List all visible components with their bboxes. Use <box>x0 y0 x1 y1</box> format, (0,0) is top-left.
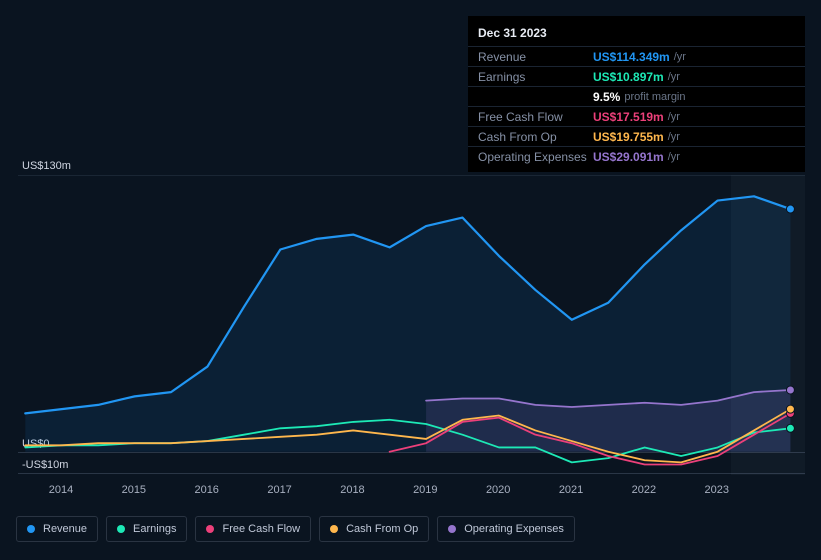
tooltip-panel: Dec 31 2023 RevenueUS$114.349m/yrEarning… <box>468 16 805 172</box>
x-tick: 2014 <box>49 484 73 496</box>
tooltip-row: Cash From OpUS$19.755m/yr <box>468 126 805 146</box>
series-end-marker-earnings <box>786 424 794 432</box>
legend-dot <box>206 525 214 533</box>
tooltip-row: RevenueUS$114.349m/yr <box>468 46 805 66</box>
tooltip-suffix: /yr <box>668 111 680 123</box>
series-end-marker-operating-expenses <box>786 386 794 394</box>
x-tick: 2022 <box>632 484 656 496</box>
tooltip-value: US$29.091m <box>593 150 664 164</box>
x-tick: 2020 <box>486 484 510 496</box>
chart-container: US$130m US$0 -US$10m 2014201520162017201… <box>0 0 821 560</box>
tooltip-row: 9.5% profit margin <box>468 86 805 106</box>
tooltip-label: Cash From Op <box>478 130 593 144</box>
x-tick: 2015 <box>122 484 146 496</box>
tooltip-suffix: profit margin <box>624 91 685 103</box>
tooltip-label: Operating Expenses <box>478 150 593 164</box>
legend-label: Earnings <box>133 523 176 535</box>
line-chart-svg <box>18 175 805 475</box>
legend-item-free-cash-flow[interactable]: Free Cash Flow <box>195 516 311 542</box>
tooltip-value: US$10.897m <box>593 70 664 84</box>
x-tick: 2016 <box>194 484 218 496</box>
tooltip-label: Revenue <box>478 50 593 64</box>
tooltip-suffix: /yr <box>668 131 680 143</box>
y-tick-130: US$130m <box>22 160 71 172</box>
legend-dot <box>117 525 125 533</box>
tooltip-suffix: /yr <box>668 151 680 163</box>
series-end-marker-revenue <box>786 205 794 213</box>
legend-dot <box>330 525 338 533</box>
legend-label: Free Cash Flow <box>222 523 300 535</box>
tooltip-row: Free Cash FlowUS$17.519m/yr <box>468 106 805 126</box>
tooltip-suffix: /yr <box>668 71 680 83</box>
tooltip-row: Operating ExpensesUS$29.091m/yr <box>468 146 805 166</box>
series-end-marker-cash-from-op <box>786 405 794 413</box>
tooltip-value: US$19.755m <box>593 130 664 144</box>
legend-dot <box>27 525 35 533</box>
x-tick: 2019 <box>413 484 437 496</box>
tooltip-label: Earnings <box>478 70 593 84</box>
legend-label: Operating Expenses <box>464 523 564 535</box>
x-tick: 2023 <box>705 484 729 496</box>
tooltip-value: US$17.519m <box>593 110 664 124</box>
legend: Revenue Earnings Free Cash Flow Cash From O… <box>16 516 575 542</box>
x-tick: 2018 <box>340 484 364 496</box>
tooltip-suffix: /yr <box>674 51 686 63</box>
tooltip-date: Dec 31 2023 <box>468 22 805 46</box>
legend-label: Cash From Op <box>346 523 418 535</box>
tooltip-value: 9.5% <box>593 90 620 104</box>
legend-item-revenue[interactable]: Revenue <box>16 516 98 542</box>
x-tick: 2017 <box>267 484 291 496</box>
legend-item-operating-expenses[interactable]: Operating Expenses <box>437 516 575 542</box>
tooltip-label: Free Cash Flow <box>478 110 593 124</box>
legend-item-cash-from-op[interactable]: Cash From Op <box>319 516 429 542</box>
legend-item-earnings[interactable]: Earnings <box>106 516 187 542</box>
legend-label: Revenue <box>43 523 87 535</box>
tooltip-row: EarningsUS$10.897m/yr <box>468 66 805 86</box>
x-tick: 2021 <box>559 484 583 496</box>
tooltip-value: US$114.349m <box>593 50 670 64</box>
legend-dot <box>448 525 456 533</box>
